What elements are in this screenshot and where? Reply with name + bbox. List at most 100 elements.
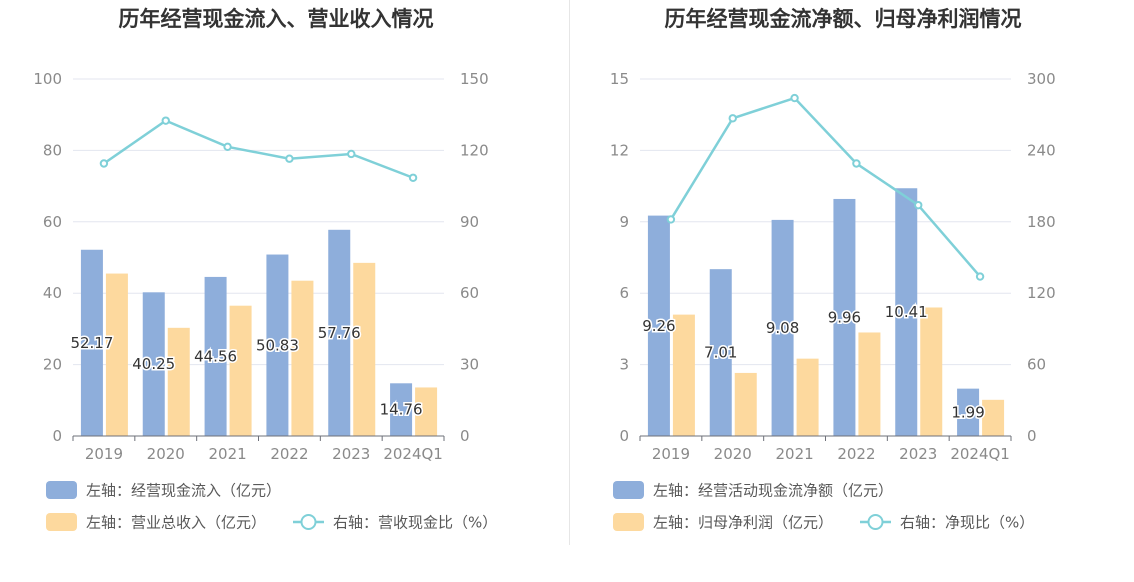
c1-bar-primary[interactable]: [957, 388, 980, 436]
c1-bar-primary[interactable]: [895, 188, 918, 436]
c1-data-label: 9.08: [766, 319, 799, 337]
c0-bar-secondary[interactable]: [291, 280, 314, 436]
chart-net-cashflow-profit: 历年经营现金流净额、归母净利润情况 0 0 3 60 6 120 9 180 12 240 15 300…: [610, 7, 1056, 532]
c1-legend-swatch[interactable]: [613, 513, 644, 531]
c0-data-label: 14.76: [380, 401, 423, 419]
c1-data-label: 10.41: [885, 303, 928, 321]
c1-bar-secondary[interactable]: [982, 399, 1005, 436]
c1-bar-secondary[interactable]: [796, 358, 819, 436]
c0-bar-primary[interactable]: [266, 254, 289, 436]
c0-legend-swatch[interactable]: [46, 481, 77, 499]
c1-right-axis-tick: 60: [1027, 356, 1046, 374]
c0-bar-primary[interactable]: [328, 229, 351, 436]
c1-legend-label[interactable]: 左轴：经营活动现金流净额（亿元）: [653, 482, 893, 500]
panel-divider: [569, 0, 570, 545]
c0-line-point[interactable]: [285, 154, 294, 163]
c1-x-axis-tick: 2023: [899, 445, 937, 463]
c1-x-axis-tick: 2019: [652, 445, 690, 463]
c1-legend-label[interactable]: 右轴：净现比（%）: [900, 514, 1034, 532]
c0-x-axis-tick: 2024Q1: [383, 445, 443, 463]
c0-bar-secondary[interactable]: [167, 327, 190, 436]
c0-data-label: 44.56: [194, 347, 237, 365]
c0-bar-primary[interactable]: [204, 276, 227, 436]
c0-x-axis-tick: 2021: [208, 445, 246, 463]
c1-legend-marker: [867, 514, 884, 530]
c0-legend-label[interactable]: 左轴：经营现金流入（亿元）: [86, 482, 281, 500]
c0-line-point[interactable]: [99, 159, 109, 168]
c0-x-axis-tick: 2023: [332, 445, 370, 463]
c1-bar-primary[interactable]: [647, 215, 670, 436]
c0-data-label: 57.76: [318, 324, 361, 342]
c0-chart-title: 历年经营现金流入、营业收入情况: [119, 7, 434, 31]
c0-series-line: [103, 119, 414, 179]
c1-left-axis-tick: 0: [619, 427, 629, 445]
c0-left-axis-tick: 80: [43, 141, 62, 159]
c1-bar-primary[interactable]: [833, 198, 856, 436]
c0-bar-primary[interactable]: [142, 292, 165, 436]
c1-x-axis-tick: 2021: [775, 445, 813, 463]
c0-line-point[interactable]: [347, 149, 356, 159]
c1-x-axis-tick: 2024Q1: [950, 445, 1010, 463]
c0-right-axis-tick: 120: [460, 141, 489, 159]
c1-bar-secondary[interactable]: [734, 372, 757, 436]
c0-data-label: 40.25: [132, 355, 175, 373]
c1-line-point[interactable]: [914, 200, 923, 210]
c1-bar-secondary[interactable]: [920, 307, 943, 436]
c0-line-point[interactable]: [161, 116, 170, 125]
c0-bar-primary[interactable]: [80, 249, 103, 436]
c1-left-axis-tick: 12: [610, 141, 629, 159]
c1-line-point[interactable]: [728, 114, 737, 123]
c1-right-axis-tick: 240: [1027, 141, 1056, 159]
c1-line-point[interactable]: [852, 159, 861, 168]
c1-line-point[interactable]: [666, 215, 676, 224]
c1-left-axis-tick: 15: [610, 70, 629, 88]
c1-x-axis-tick: 2022: [837, 445, 875, 463]
c0-bar-primary[interactable]: [390, 383, 413, 436]
c1-bar-primary[interactable]: [771, 219, 794, 436]
c1-line-point[interactable]: [790, 93, 799, 103]
c0-bar-secondary[interactable]: [105, 273, 128, 436]
c1-data-label: 9.26: [642, 317, 675, 335]
c0-bar-secondary[interactable]: [229, 305, 252, 436]
c0-data-label: 50.83: [256, 336, 299, 354]
c0-left-axis-tick: 100: [33, 70, 62, 88]
c0-line-point[interactable]: [223, 142, 232, 152]
c0-right-axis-tick: 90: [460, 213, 479, 231]
c1-right-axis-tick: 180: [1027, 213, 1056, 231]
c1-legend-label[interactable]: 左轴：归母净利润（亿元）: [653, 514, 833, 532]
c0-right-axis-tick: 60: [460, 284, 479, 302]
chart-cash-inflow-revenue: 历年经营现金流入、营业收入情况 0 0 20 30 40 60 60 90 80 120 100 150…: [33, 7, 497, 532]
c0-legend-marker: [300, 514, 317, 530]
c1-data-label: 7.01: [704, 344, 737, 362]
c1-left-axis-tick: 6: [619, 284, 629, 302]
c1-legend-swatch[interactable]: [613, 481, 644, 499]
c0-left-axis-tick: 60: [43, 213, 62, 231]
c1-left-axis-tick: 3: [619, 356, 629, 374]
c0-x-axis-tick: 2019: [85, 445, 123, 463]
c1-right-axis-tick: 300: [1027, 70, 1056, 88]
c0-left-axis-tick: 0: [52, 427, 62, 445]
c1-data-label: 1.99: [951, 403, 984, 421]
c1-right-axis-tick: 120: [1027, 284, 1056, 302]
c0-left-axis-tick: 40: [43, 284, 62, 302]
c0-line-point[interactable]: [408, 173, 418, 182]
c1-chart-title: 历年经营现金流净额、归母净利润情况: [665, 7, 1022, 31]
c0-right-axis-tick: 30: [460, 356, 479, 374]
c1-left-axis-tick: 9: [619, 213, 629, 231]
c0-data-label: 52.17: [70, 334, 113, 352]
c0-right-axis-tick: 0: [460, 427, 470, 445]
c1-bar-secondary[interactable]: [858, 332, 881, 436]
c1-bar-secondary[interactable]: [672, 314, 695, 436]
c0-right-axis-tick: 150: [460, 70, 489, 88]
c1-line-point[interactable]: [975, 272, 985, 281]
c1-bar-primary[interactable]: [709, 269, 732, 436]
c0-legend-swatch[interactable]: [46, 513, 77, 531]
c0-legend-label[interactable]: 右轴：营收现金比（%）: [333, 514, 497, 532]
c1-x-axis-tick: 2020: [714, 445, 752, 463]
c0-bar-secondary[interactable]: [353, 262, 376, 436]
c0-x-axis-tick: 2022: [270, 445, 308, 463]
c0-legend-label[interactable]: 左轴：营业总收入（亿元）: [86, 514, 266, 532]
c0-bar-secondary[interactable]: [415, 387, 438, 436]
c1-series-line: [669, 96, 982, 278]
